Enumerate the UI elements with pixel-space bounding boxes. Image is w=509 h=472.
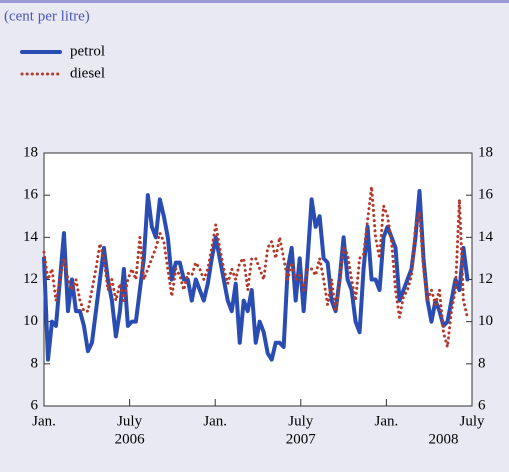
y2-tick-label: 16 [478,187,494,203]
plot-area [43,152,473,407]
y-tick-label: 6 [31,397,39,413]
x-tick-label: July [459,413,485,429]
x-tick-label: Jan. [203,413,227,429]
series-line [42,185,469,349]
y2-tick-label: 8 [478,355,486,371]
subtitle: (cent per litre) [4,8,90,24]
year-label: 2008 [428,431,458,447]
y-tick-label: 8 [31,355,39,371]
x-tick-label: Jan. [375,413,399,429]
series-line [42,188,470,362]
y-tick-label: 14 [23,229,39,245]
y2-tick-label: 12 [478,271,493,287]
y2-tick-label: 10 [478,313,493,329]
y-tick-label: 12 [23,271,38,287]
x-tick-label: July [288,413,314,429]
x-tick-label: Jan. [32,413,56,429]
y-tick-label: 18 [23,144,38,160]
y-tick-label: 10 [23,313,38,329]
year-label: 2007 [286,431,317,447]
year-label: 2006 [115,431,146,447]
legend-label: petrol [70,43,105,59]
top-rule [0,0,509,3]
y-tick-label: 16 [23,187,39,203]
y2-tick-label: 14 [478,229,494,245]
legend-label: diesel [70,65,105,81]
y2-tick-label: 6 [478,397,486,413]
y2-tick-label: 18 [478,144,493,160]
x-tick-label: July [117,413,143,429]
